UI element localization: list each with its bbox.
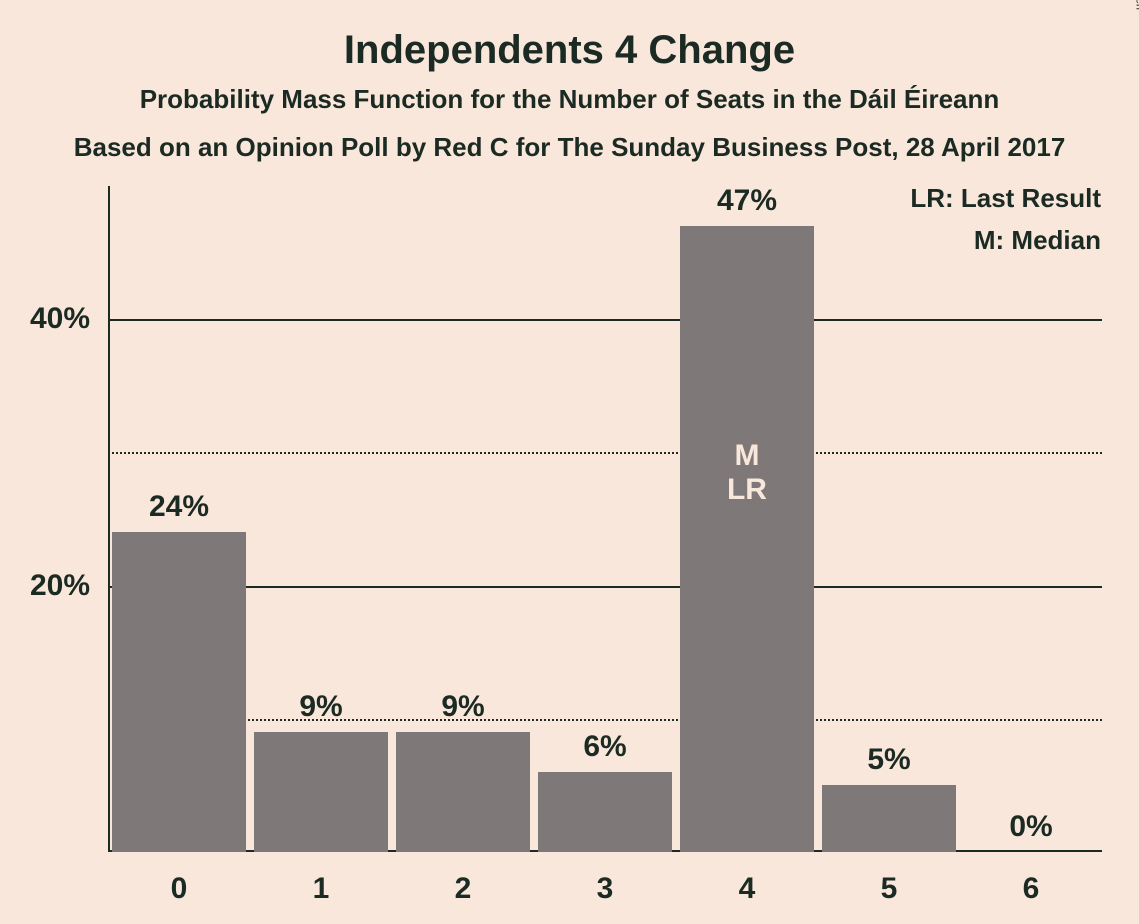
x-tick-label: 0 <box>108 872 250 906</box>
bar-value-label: 47% <box>676 184 818 218</box>
gridline-major <box>108 586 1102 588</box>
y-tick-label: 40% <box>30 302 108 336</box>
chart-subtitle-2: Based on an Opinion Poll by Red C for Th… <box>0 132 1139 163</box>
bar <box>112 532 245 852</box>
y-tick-label: 20% <box>30 569 108 603</box>
gridline-major <box>108 319 1102 321</box>
bar-chart: 20%40%24%09%19%26%347%4MLR5%50%6 <box>108 186 1102 852</box>
bar-annotation: MLR <box>680 439 813 508</box>
x-tick-label: 3 <box>534 872 676 906</box>
chart-title: Independents 4 Change <box>0 28 1139 73</box>
bar-value-label: 6% <box>534 730 676 764</box>
bar-value-label: 0% <box>960 810 1102 844</box>
x-tick-label: 5 <box>818 872 960 906</box>
copyright-text: © 2020 Filip van Laenen <box>1133 0 1139 10</box>
bar <box>538 772 671 852</box>
x-tick-label: 4 <box>676 872 818 906</box>
bar-value-label: 24% <box>108 490 250 524</box>
x-tick-label: 6 <box>960 872 1102 906</box>
bar <box>680 226 813 852</box>
bar <box>396 732 529 852</box>
bar-value-label: 5% <box>818 743 960 777</box>
x-tick-label: 2 <box>392 872 534 906</box>
gridline-minor <box>108 452 1102 454</box>
chart-subtitle-1: Probability Mass Function for the Number… <box>0 84 1139 115</box>
bar-value-label: 9% <box>392 690 534 724</box>
bar <box>822 785 955 852</box>
bar <box>254 732 387 852</box>
bar-value-label: 9% <box>250 690 392 724</box>
x-tick-label: 1 <box>250 872 392 906</box>
